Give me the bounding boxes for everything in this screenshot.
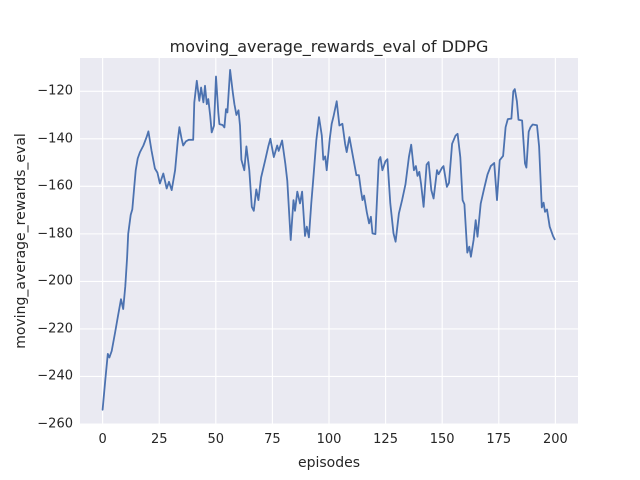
y-axis-label: moving_average_rewards_eval: [13, 133, 29, 349]
y-tick-label: −220: [37, 321, 73, 337]
y-tick-label: −120: [37, 83, 73, 99]
x-axis-label: episodes: [297, 455, 361, 471]
x-tick-label: 125: [373, 432, 398, 447]
y-tick-label: −200: [37, 273, 73, 289]
y-tick-label: −240: [37, 368, 73, 384]
y-tick-label: −140: [37, 131, 73, 147]
x-tick-label: 100: [316, 432, 342, 447]
x-tick-label: 25: [150, 432, 168, 447]
data-line: [101, 69, 556, 411]
y-tick-label: −180: [37, 226, 73, 242]
x-tick-label: 175: [486, 432, 512, 447]
y-tick-label: −260: [37, 416, 73, 432]
x-tick-label: 75: [264, 432, 281, 447]
x-tick-label: 0: [98, 432, 107, 447]
chart-title: moving_average_rewards_eval of DDPG: [169, 37, 489, 56]
x-tick-label: 50: [207, 432, 225, 447]
x-tick-label: 200: [542, 432, 568, 447]
y-tick-label: −160: [37, 178, 73, 194]
x-tick-label: 150: [429, 432, 455, 447]
